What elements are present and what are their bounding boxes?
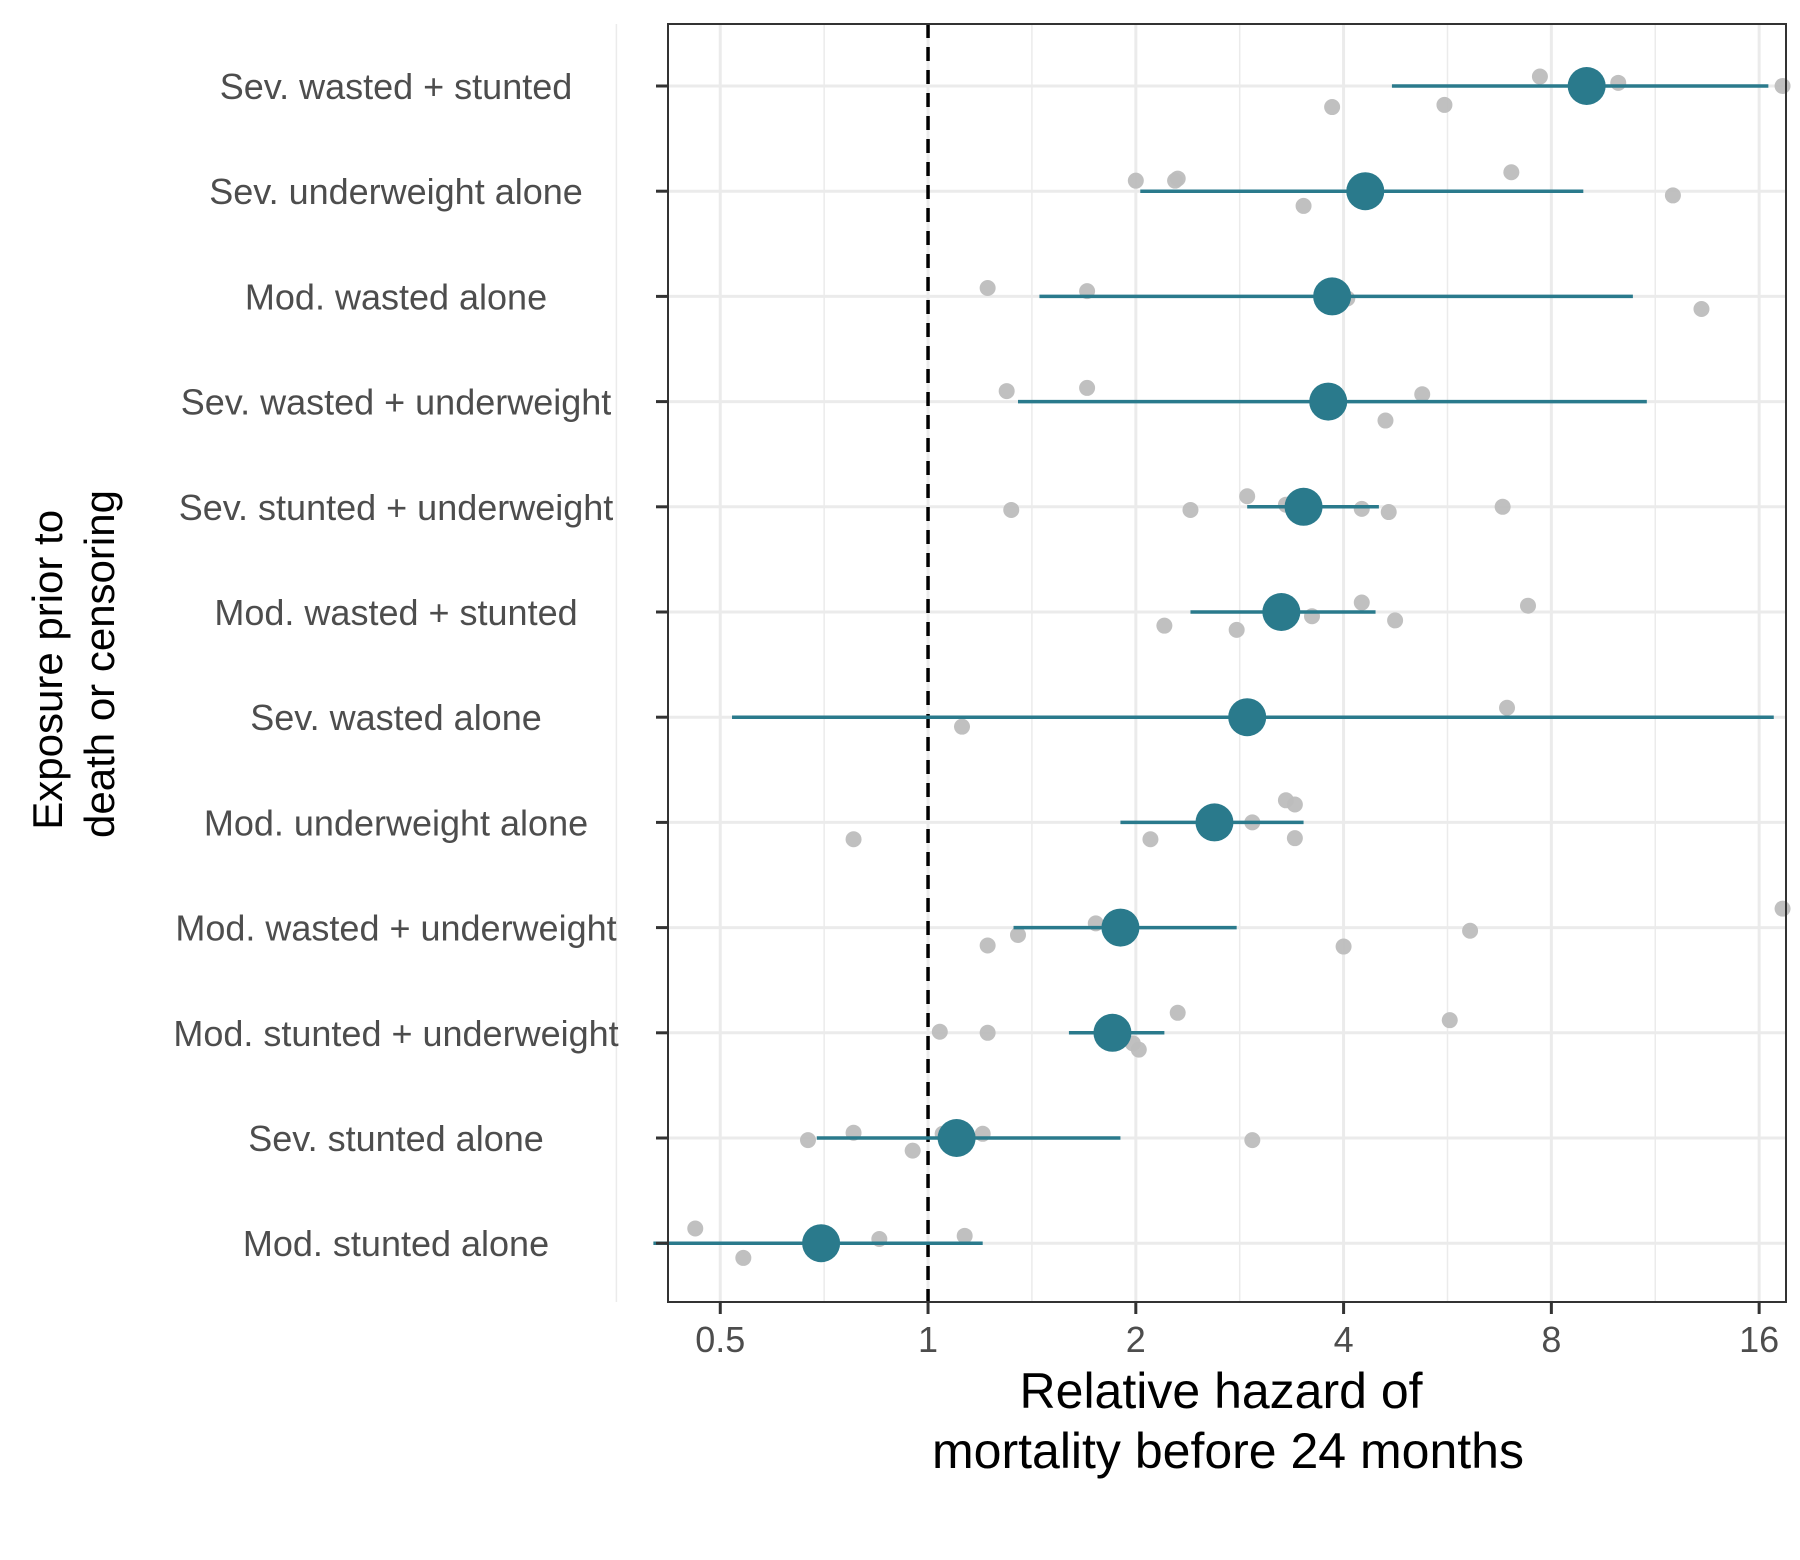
cohort-point <box>1387 612 1404 629</box>
y-axis-labels: Sev. wasted + stunted Sev. underweight al… <box>173 66 668 1264</box>
x-tick-label: 4 <box>1334 1319 1354 1360</box>
cohort-point <box>1142 831 1159 848</box>
cohort-point <box>1295 197 1312 214</box>
cohort-point <box>1664 187 1681 204</box>
cohort-point <box>931 1023 948 1040</box>
cohort-point <box>1335 938 1352 955</box>
cohort-point <box>799 1132 816 1149</box>
cohort-point <box>1519 597 1536 614</box>
cohort-point <box>904 1142 921 1159</box>
pooled-estimate-point <box>1313 277 1352 316</box>
pooled-estimate-point <box>1228 698 1267 737</box>
cohort-point <box>979 1024 996 1041</box>
cohort-point <box>1127 172 1144 189</box>
cohort-point <box>1286 830 1303 847</box>
cohort-point <box>1774 78 1791 94</box>
pooled-estimate-point <box>1284 487 1323 526</box>
y-category-label: Sev. wasted alone <box>250 697 542 738</box>
x-axis-title: Relative hazard of mortality before 24 m… <box>932 1363 1524 1479</box>
cohort-point <box>1462 922 1479 939</box>
y-axis-title-line-1: Exposure prior to <box>24 510 71 830</box>
pooled-estimate-point <box>1567 67 1606 105</box>
cohort-point <box>1499 699 1516 716</box>
y-category-label: Sev. stunted + underweight <box>179 487 614 528</box>
pooled-estimate-point <box>1093 1013 1132 1052</box>
cohort-point <box>1079 379 1096 396</box>
y-category-label: Mod. wasted alone <box>245 276 547 317</box>
cohort-point <box>1182 501 1199 518</box>
cohort-point <box>979 279 996 296</box>
cohort-point <box>1503 164 1520 181</box>
y-category-label: Sev. wasted + stunted <box>220 66 573 107</box>
cohort-point <box>1244 1132 1261 1149</box>
cohort-point <box>1531 68 1548 85</box>
cohort-point <box>1353 500 1370 517</box>
cohort-point <box>1169 1004 1186 1021</box>
y-category-label: Mod. stunted alone <box>243 1223 549 1264</box>
cohort-point <box>1324 99 1341 116</box>
y-category-label: Sev. stunted alone <box>248 1118 544 1159</box>
x-tick-label: 16 <box>1739 1319 1779 1360</box>
x-tick-label: 2 <box>1126 1319 1146 1360</box>
cohort-point <box>1436 96 1453 113</box>
y-category-label: Sev. underweight alone <box>209 171 583 212</box>
cohort-point <box>1774 900 1791 917</box>
cohort-point <box>1156 617 1173 634</box>
pooled-estimate-point <box>937 1119 976 1157</box>
grid-layer <box>615 24 1786 1302</box>
x-tick-label: 1 <box>918 1319 938 1360</box>
cohort-point <box>1009 926 1026 943</box>
estimates-layer <box>653 67 1774 1263</box>
y-axis-title: Exposure prior to death or censoring <box>24 490 123 838</box>
x-tick-label: 0.5 <box>695 1319 745 1360</box>
cohort-point <box>1693 301 1710 318</box>
cohort-point <box>954 718 971 735</box>
cohort-point <box>1286 796 1303 813</box>
x-tick-label: 8 <box>1541 1319 1561 1360</box>
cohort-point <box>1353 594 1370 611</box>
cohort-point <box>687 1220 704 1237</box>
y-axis-title-line-2: death or censoring <box>76 490 123 838</box>
x-axis-title-line-2: mortality before 24 months <box>932 1423 1524 1479</box>
cohort-point <box>1239 488 1256 505</box>
pooled-estimate-point <box>1309 382 1348 421</box>
pooled-estimate-point <box>1195 803 1234 842</box>
pooled-estimate-point <box>1346 172 1385 211</box>
panel-border <box>667 23 1787 1303</box>
cohort-point <box>845 831 862 848</box>
pooled-estimate-point <box>802 1224 841 1263</box>
y-category-label: Mod. underweight alone <box>204 802 588 843</box>
cohort-point <box>979 937 996 954</box>
y-category-label: Mod. wasted + underweight <box>175 908 616 949</box>
pooled-estimate-point <box>1101 908 1140 947</box>
cohort-point <box>956 1227 973 1244</box>
y-category-label: Sev. wasted + underweight <box>181 382 612 423</box>
cohort-point <box>735 1249 752 1266</box>
cohort-point <box>1441 1012 1458 1029</box>
cohort-point <box>1228 621 1245 638</box>
cohort-point <box>998 383 1015 400</box>
cohort-point <box>1380 504 1397 521</box>
cohort-point <box>1414 386 1431 403</box>
cohort-points-layer <box>687 68 1791 1266</box>
cohort-point <box>1003 501 1020 518</box>
cohort-point <box>1494 498 1511 515</box>
cohort-point <box>1167 172 1184 189</box>
x-axis-ticks: 0.5 1 2 4 8 16 <box>695 1302 1779 1360</box>
y-category-label: Mod. stunted + underweight <box>173 1013 618 1054</box>
cohort-point <box>1610 74 1627 91</box>
pooled-estimate-point <box>1262 593 1301 631</box>
cohort-point <box>1377 412 1394 429</box>
y-category-label: Mod. wasted + stunted <box>214 592 577 633</box>
x-axis-title-line-1: Relative hazard of <box>1020 1363 1423 1419</box>
